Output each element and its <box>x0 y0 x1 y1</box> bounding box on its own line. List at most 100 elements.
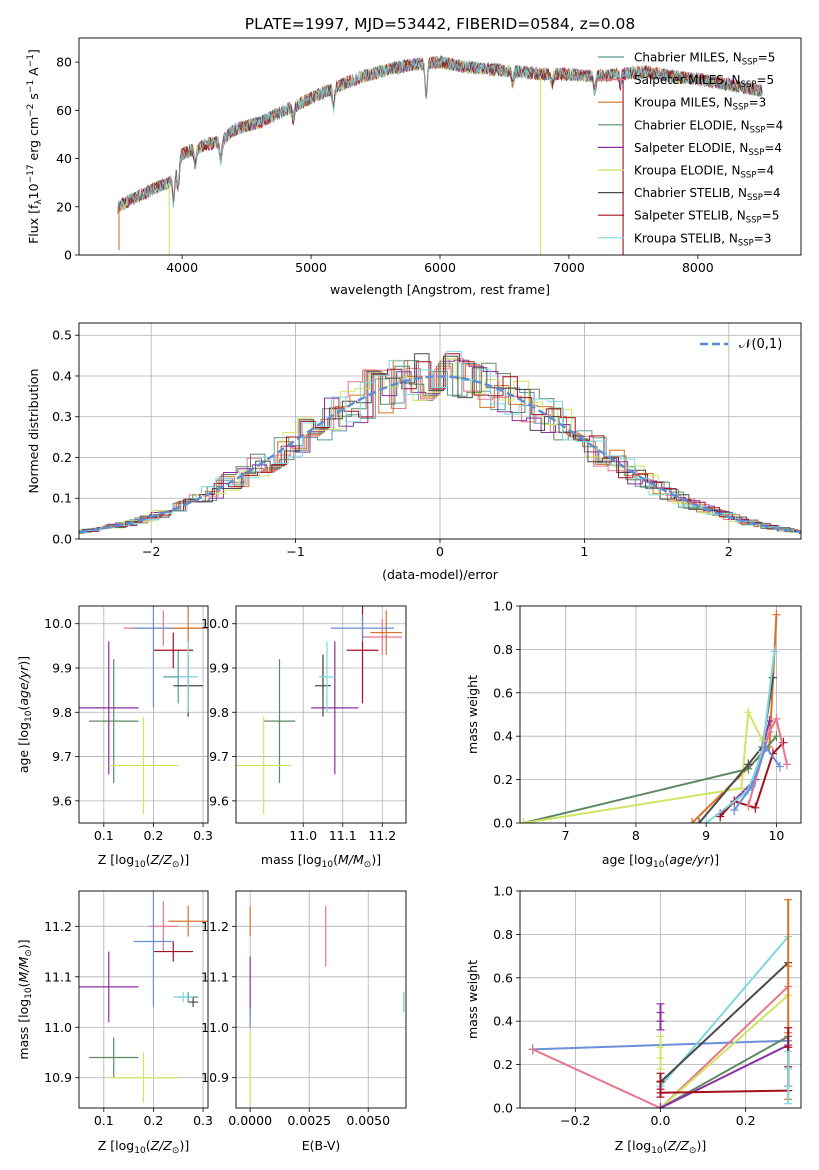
legend-entry: Kroupa MILES, NSSP=3 <box>634 96 766 113</box>
x-tick-label: 0.0000 <box>228 1113 272 1128</box>
x-tick-label: 11.2 <box>368 828 396 843</box>
histogram-step <box>79 350 801 534</box>
x-tick-label: 0.0 <box>651 1113 671 1128</box>
x-tick-label: 11.0 <box>289 828 317 843</box>
y-tick-label: 10.9 <box>44 1070 72 1085</box>
panel-spectrum: 4000 5000 6000 7000 8000 0 20 40 60 80 wavelength … <box>26 37 802 297</box>
plus-marker <box>528 1044 537 1055</box>
plus-marker <box>772 713 781 724</box>
y-tick-label: 0.2 <box>493 1057 513 1072</box>
x-tick-label: 0.0025 <box>287 1113 331 1128</box>
y-tick-label: 0.2 <box>493 772 513 787</box>
plot-area <box>528 899 793 1108</box>
x-axis-label: Z [log10(Z/Z⊙)] <box>615 1138 706 1156</box>
x-tick-label: 2 <box>725 544 733 559</box>
y-tick-label: 0.2 <box>52 450 72 465</box>
plus-marker <box>695 818 704 823</box>
x-axis-label: Z [log10(Z/Z⊙)] <box>98 1138 189 1156</box>
y-tick-label: 11.0 <box>201 1020 229 1035</box>
mass-weight-line <box>691 614 778 823</box>
plus-marker <box>782 759 791 770</box>
legend: Chabrier MILES, NSSP=5 Salpeter MILES, NS… <box>598 51 783 248</box>
mass-weight-line <box>660 1035 789 1108</box>
x-tick-label: −2 <box>142 544 160 559</box>
plus-marker <box>770 646 779 657</box>
mass-weight-line <box>733 744 781 811</box>
mass-weight-line <box>523 708 764 823</box>
normal-curve <box>79 375 801 534</box>
plus-marker <box>772 731 781 742</box>
y-tick-label: 0.8 <box>493 927 513 942</box>
x-tick-label: 0 <box>436 544 444 559</box>
y-axis-label: mass weight <box>465 960 480 1039</box>
plus-marker <box>744 707 753 718</box>
x-tick-label: 0.2 <box>143 828 163 843</box>
x-tick-label: 4000 <box>166 260 198 275</box>
y-tick-label: 10.0 <box>201 616 229 631</box>
y-tick-label: 0.6 <box>493 970 513 985</box>
y-tick-label: 11.2 <box>44 919 72 934</box>
plus-marker <box>737 783 746 794</box>
y-tick-label: 0.0 <box>493 816 513 831</box>
y-tick-label: 9.8 <box>52 705 72 720</box>
y-tick-label: 0.0 <box>52 532 72 547</box>
panel-massweight_vs_z: −0.2 0.0 0.2 0.0 0.2 0.4 0.6 0.8 1.0 Z [log10(Z/Z… <box>465 884 802 1156</box>
x-tick-label: 6000 <box>424 260 456 275</box>
legend-entry: Kroupa STELIB, NSSP=3 <box>634 231 772 248</box>
y-tick-label: 9.6 <box>209 793 229 808</box>
grid-lines <box>79 606 208 823</box>
plus-marker <box>775 761 784 772</box>
plot-area <box>236 606 403 815</box>
y-tick-label: 9.7 <box>52 749 72 764</box>
plot-area <box>117 54 763 255</box>
x-tick-label: 11.1 <box>329 828 357 843</box>
panel-mass_vs_z: 0.1 0.2 0.3 10.9 11.0 11.1 11.2 Z [log10(Z/Z⊙)]… <box>16 890 213 1156</box>
y-tick-label: 0.0 <box>493 1101 513 1116</box>
plus-marker <box>751 802 760 813</box>
plot-area <box>249 906 405 1103</box>
legend-entry: Kroupa ELODIE, NSSP=4 <box>634 164 774 181</box>
plus-marker <box>744 759 753 770</box>
spectrum-line <box>117 55 763 214</box>
grid-lines <box>236 891 406 1108</box>
x-tick-label: 0.1 <box>94 1113 114 1128</box>
axes-frame <box>519 890 802 1109</box>
x-axis-label: Z [log10(Z/Z⊙)] <box>98 852 189 870</box>
x-tick-label: 0.3 <box>193 828 213 843</box>
y-tick-label: 1.0 <box>493 599 513 614</box>
legend-entry: Chabrier MILES, NSSP=5 <box>634 51 775 68</box>
plus-marker <box>656 1103 665 1108</box>
mass-weight-line <box>532 985 789 1108</box>
plot-area <box>79 350 801 535</box>
y-tick-label: 11.1 <box>44 969 72 984</box>
y-tick-label: 11.2 <box>201 919 229 934</box>
x-tick-label: −1 <box>286 544 304 559</box>
axes-frame <box>235 605 407 824</box>
legend-entry: Salpeter MILES, NSSP=5 <box>634 73 774 90</box>
x-tick-label: 10 <box>768 828 784 843</box>
x-axis-label: E(B-V) <box>302 1138 341 1153</box>
axes-frame <box>78 890 209 1109</box>
y-tick-label: 11.1 <box>201 969 229 984</box>
axes-frame <box>235 890 407 1109</box>
y-tick-label: 0.3 <box>52 409 72 424</box>
mass-weight-line <box>705 651 776 823</box>
mass-weight-line <box>659 994 789 1108</box>
grid-lines <box>236 606 406 823</box>
y-axis-label: Normed distribution <box>26 369 41 494</box>
y-tick-label: 0.4 <box>52 368 72 383</box>
y-tick-label: 0 <box>64 248 72 263</box>
y-axis-label: mass [log10(M/M⊙)] <box>16 939 34 1059</box>
y-tick-label: 0.6 <box>493 685 513 700</box>
plot-area <box>79 606 208 815</box>
plus-marker <box>702 818 711 823</box>
y-axis-label: mass weight <box>465 675 480 754</box>
legend-entry: Chabrier STELIB, NSSP=4 <box>634 186 781 203</box>
y-tick-label: 9.6 <box>52 793 72 808</box>
plot-area <box>79 891 208 1103</box>
y-tick-label: 9.9 <box>209 661 229 676</box>
y-tick-label: 60 <box>56 103 72 118</box>
x-tick-label: 0.3 <box>193 1113 213 1128</box>
x-axis-label: age [log10(age/yr)] <box>602 852 719 870</box>
